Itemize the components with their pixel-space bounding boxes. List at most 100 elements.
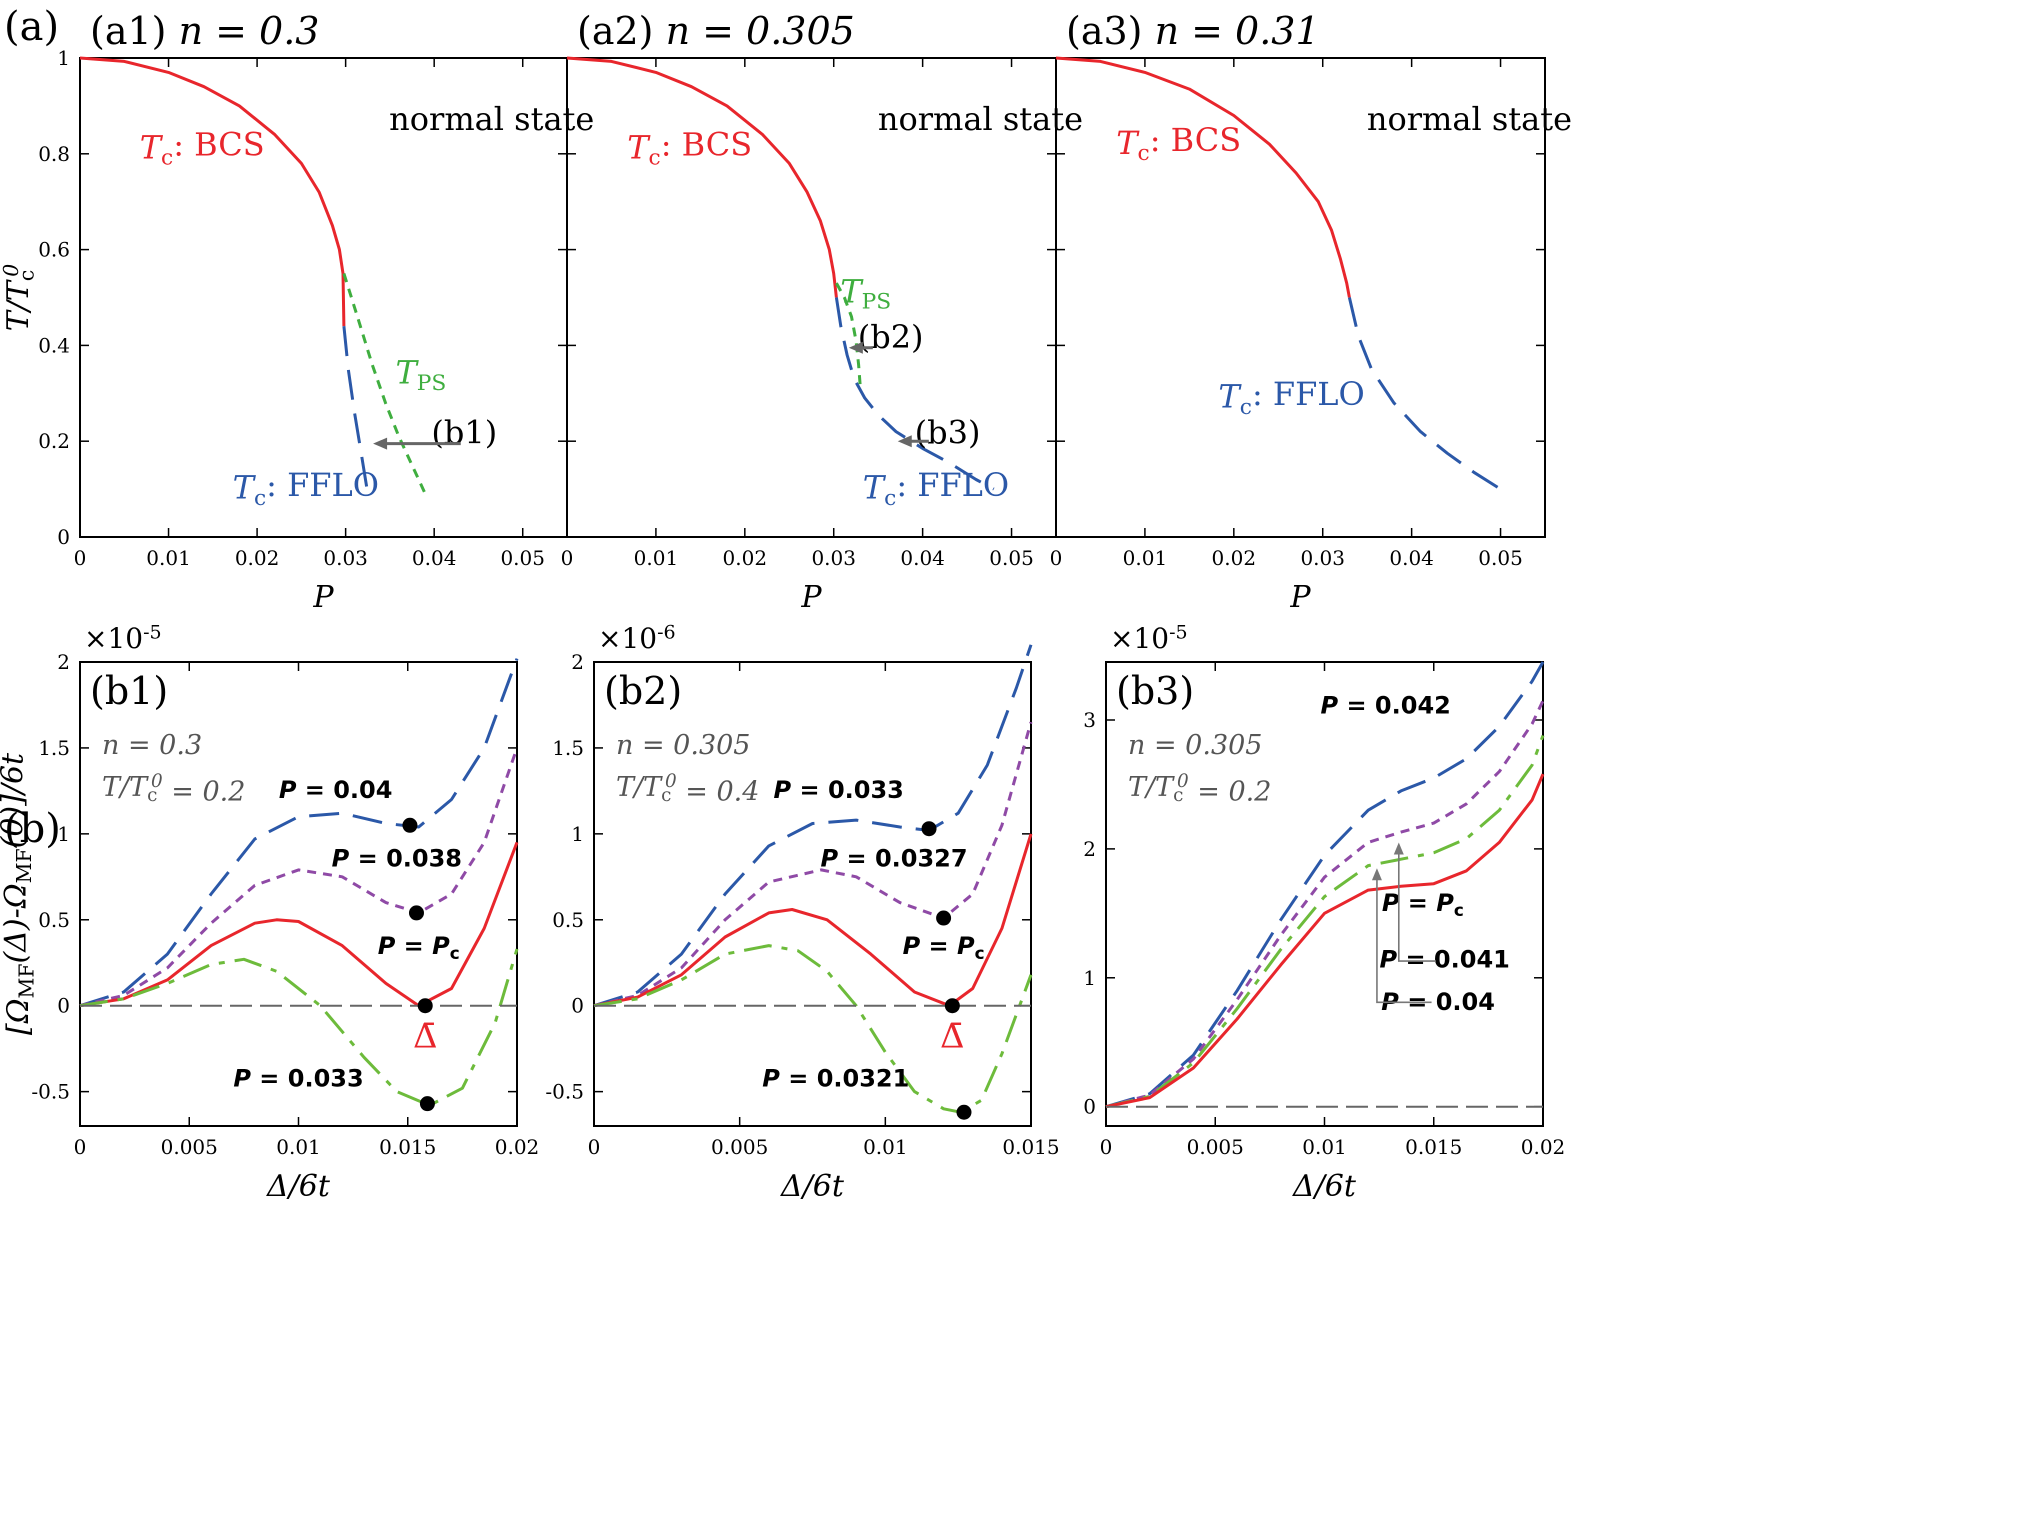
y-tick-label-b3: 3 [1083,708,1096,732]
x-tick-label-b2: 0.01 [863,1135,908,1159]
y-tick-label-b1: 0 [57,994,70,1018]
x-tick-label-a3: 0.05 [1478,546,1523,570]
x-tick-label-a1: 0.02 [235,546,280,570]
annotation-a1: Tc: FFLO [233,466,379,511]
panel-title-a2: (a2) n = 0.305 [577,9,855,53]
series-line-b1-p-p-c [79,841,519,1008]
y-tick-label-b2: 0 [571,994,584,1018]
panel-info-b3: n = 0.305 [1128,730,1262,761]
y-tick-label-b1: 2 [57,650,70,674]
x-tick-label-a1: 0 [74,546,87,570]
pointer-arrow-head-a2 [897,435,912,448]
y-tick-label-a1: 0.2 [38,429,70,453]
series-line-b3-p-0-042 [1105,661,1545,1109]
panel-title-a1: (a1) n = 0.3 [90,9,319,53]
annotation-a3: Tc: BCS [1116,121,1241,166]
panel-info-b2: n = 0.305 [616,730,750,761]
x-tick-label-a1: 0.01 [146,546,191,570]
x-tick-label-a2: 0.03 [811,546,856,570]
curve-label-b3: P = 0.042 [1321,692,1451,720]
panel-title-b2: (b2) [604,669,682,713]
x-tick-label-a2: 0.05 [989,546,1034,570]
y-tick-label-b1: 0.5 [38,908,70,932]
series-line-a3-tc-fflo [1347,297,1502,491]
panel-a2: 0 0.01 0.02 0.03 0.04 0.05 (a2) n = 0.305 Pnorm… [561,9,1083,615]
annotation-a1: TPS [395,354,446,396]
x-tick-label-b3: 0.01 [1302,1135,1347,1159]
x-tick-label-a1: 0.03 [323,546,368,570]
min-marker-b2 [956,1104,972,1120]
x-tick-label-b2: 0.005 [711,1135,768,1159]
x-tick-label-b2: 0 [588,1135,601,1159]
series-line-b2-p-p-c [593,833,1033,1008]
min-marker-b2 [936,910,952,926]
x-tick-label-b1: 0.02 [495,1135,540,1159]
min-marker-b1 [408,905,424,921]
annotation-a1: normal state [389,100,594,138]
scale-label-b2: ×10-6 [598,621,676,655]
y-tick-label-b3: 0 [1083,1095,1096,1119]
pointer-head-b3 [1393,842,1404,855]
panel-title-a3: (a3) n = 0.31 [1066,9,1320,53]
x-tick-label-a2: 0.02 [723,546,768,570]
series-line-a2-tc-bcs [566,56,838,298]
series-line-a2-tc-fflo [834,297,995,491]
curve-label-b1: P = 0.038 [332,845,462,873]
y-tick-label-a1: 0.4 [38,333,70,357]
x-tick-label-a3: 0 [1050,546,1063,570]
min-marker-b2 [921,821,937,837]
x-tick-label-b2: 0.015 [1002,1135,1059,1159]
series-line-b2-p-0-0321 [593,944,1033,1114]
scale-label-b1: ×10-5 [84,621,162,655]
panel-a3: 0 0.01 0.02 0.03 0.04 0.05 (a3) n = 0.31 Pnorma… [1050,9,1572,615]
x-axis-label-a1: P [312,580,334,615]
y-tick-label-b2: 2 [571,650,584,674]
curve-label-b1: P = 0.033 [233,1064,363,1092]
series-line-a1-tc-bcs [79,56,346,327]
x-tick-label-a3: 0.02 [1212,546,1257,570]
x-tick-label-a2: 0.04 [900,546,945,570]
annotation-a1: (b1) [431,414,497,452]
series-line-b1-p-0-038 [79,747,519,1008]
panel-b3: 0 0.005 0.01 0.015 0.02 0 1 2 3 (b3) n = 0.305 T/Tc… [1083,621,1565,1204]
panel-info-b1: T/Tc0 = 0.2 [102,771,245,808]
x-tick-label-b3: 0.005 [1187,1135,1244,1159]
plot-frame-b2 [593,661,1032,1127]
annotation-a3: normal state [1367,100,1572,138]
x-axis-label-b2: Δ/6t [780,1169,845,1204]
y-axis-label-b1: [ΩMF(Δ)-ΩMF(0)]/6t [0,752,39,1035]
min-marker-b2 [944,998,960,1014]
curve-label-b2: P = 0.0321 [762,1064,909,1092]
x-axis-label-b1: Δ/6t [266,1169,331,1204]
figure-label-a: (a) [4,4,59,50]
plots: 0 0.01 0.02 0.03 0.04 0.05 0 0.2 0.4 0.6 0.8 1 (a1) … [0,9,1572,1204]
x-tick-label-b3: 0.02 [1521,1135,1566,1159]
scale-label-b3: ×10-5 [1110,621,1188,655]
x-axis-label-a2: P [800,580,822,615]
x-tick-label-b3: 0 [1100,1135,1113,1159]
x-tick-label-b1: 0.01 [276,1135,321,1159]
y-tick-label-b3: 2 [1083,837,1096,861]
panel-title-b1: (b1) [90,669,168,713]
series-line-b1-p-0-04 [79,658,519,1008]
curve-label-b2: P = 0.033 [774,776,904,804]
y-tick-label-b3: 1 [1083,966,1096,990]
annotation-a2: (b2) [858,318,924,356]
x-tick-label-b3: 0.015 [1405,1135,1462,1159]
curve-label-b1: P = 0.04 [279,776,393,804]
x-tick-label-a1: 0.04 [412,546,457,570]
x-axis-label-a3: P [1289,580,1311,615]
x-axis-label-b3: Δ/6t [1292,1169,1357,1204]
plot-frame-a3 [1055,57,1546,538]
series-line-a3-tc-bcs [1055,56,1351,298]
panel-b1: 0 0.005 0.01 0.015 0.02 -0.5 0 0.5 1 1.5 2 (b1) n = … [0,621,539,1204]
series-line-a2-t-ps [835,282,862,389]
series-line-b3-p-0-04 [1105,734,1545,1109]
series-line-b3-p-p-c [1105,773,1545,1109]
min-marker-b1 [402,817,418,833]
y-tick-label-b2: 1 [571,822,584,846]
y-tick-label-a1: 0 [57,525,70,549]
panel-info-b3: T/Tc0 = 0.2 [1128,771,1271,808]
y-tick-label-b2: 1.5 [552,736,584,760]
